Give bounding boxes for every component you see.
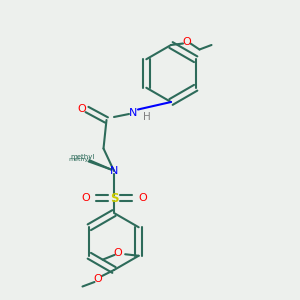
Text: O: O — [77, 104, 86, 115]
Text: O: O — [182, 37, 191, 47]
Text: O: O — [81, 193, 90, 203]
Text: O: O — [93, 274, 102, 284]
Text: H: H — [143, 112, 151, 122]
Text: methyl: methyl — [70, 154, 95, 160]
Text: O: O — [113, 248, 122, 258]
Text: O: O — [138, 193, 147, 203]
Text: N: N — [110, 166, 118, 176]
Text: methyl: methyl — [68, 157, 91, 161]
Text: N: N — [129, 107, 138, 118]
Text: S: S — [110, 191, 118, 205]
